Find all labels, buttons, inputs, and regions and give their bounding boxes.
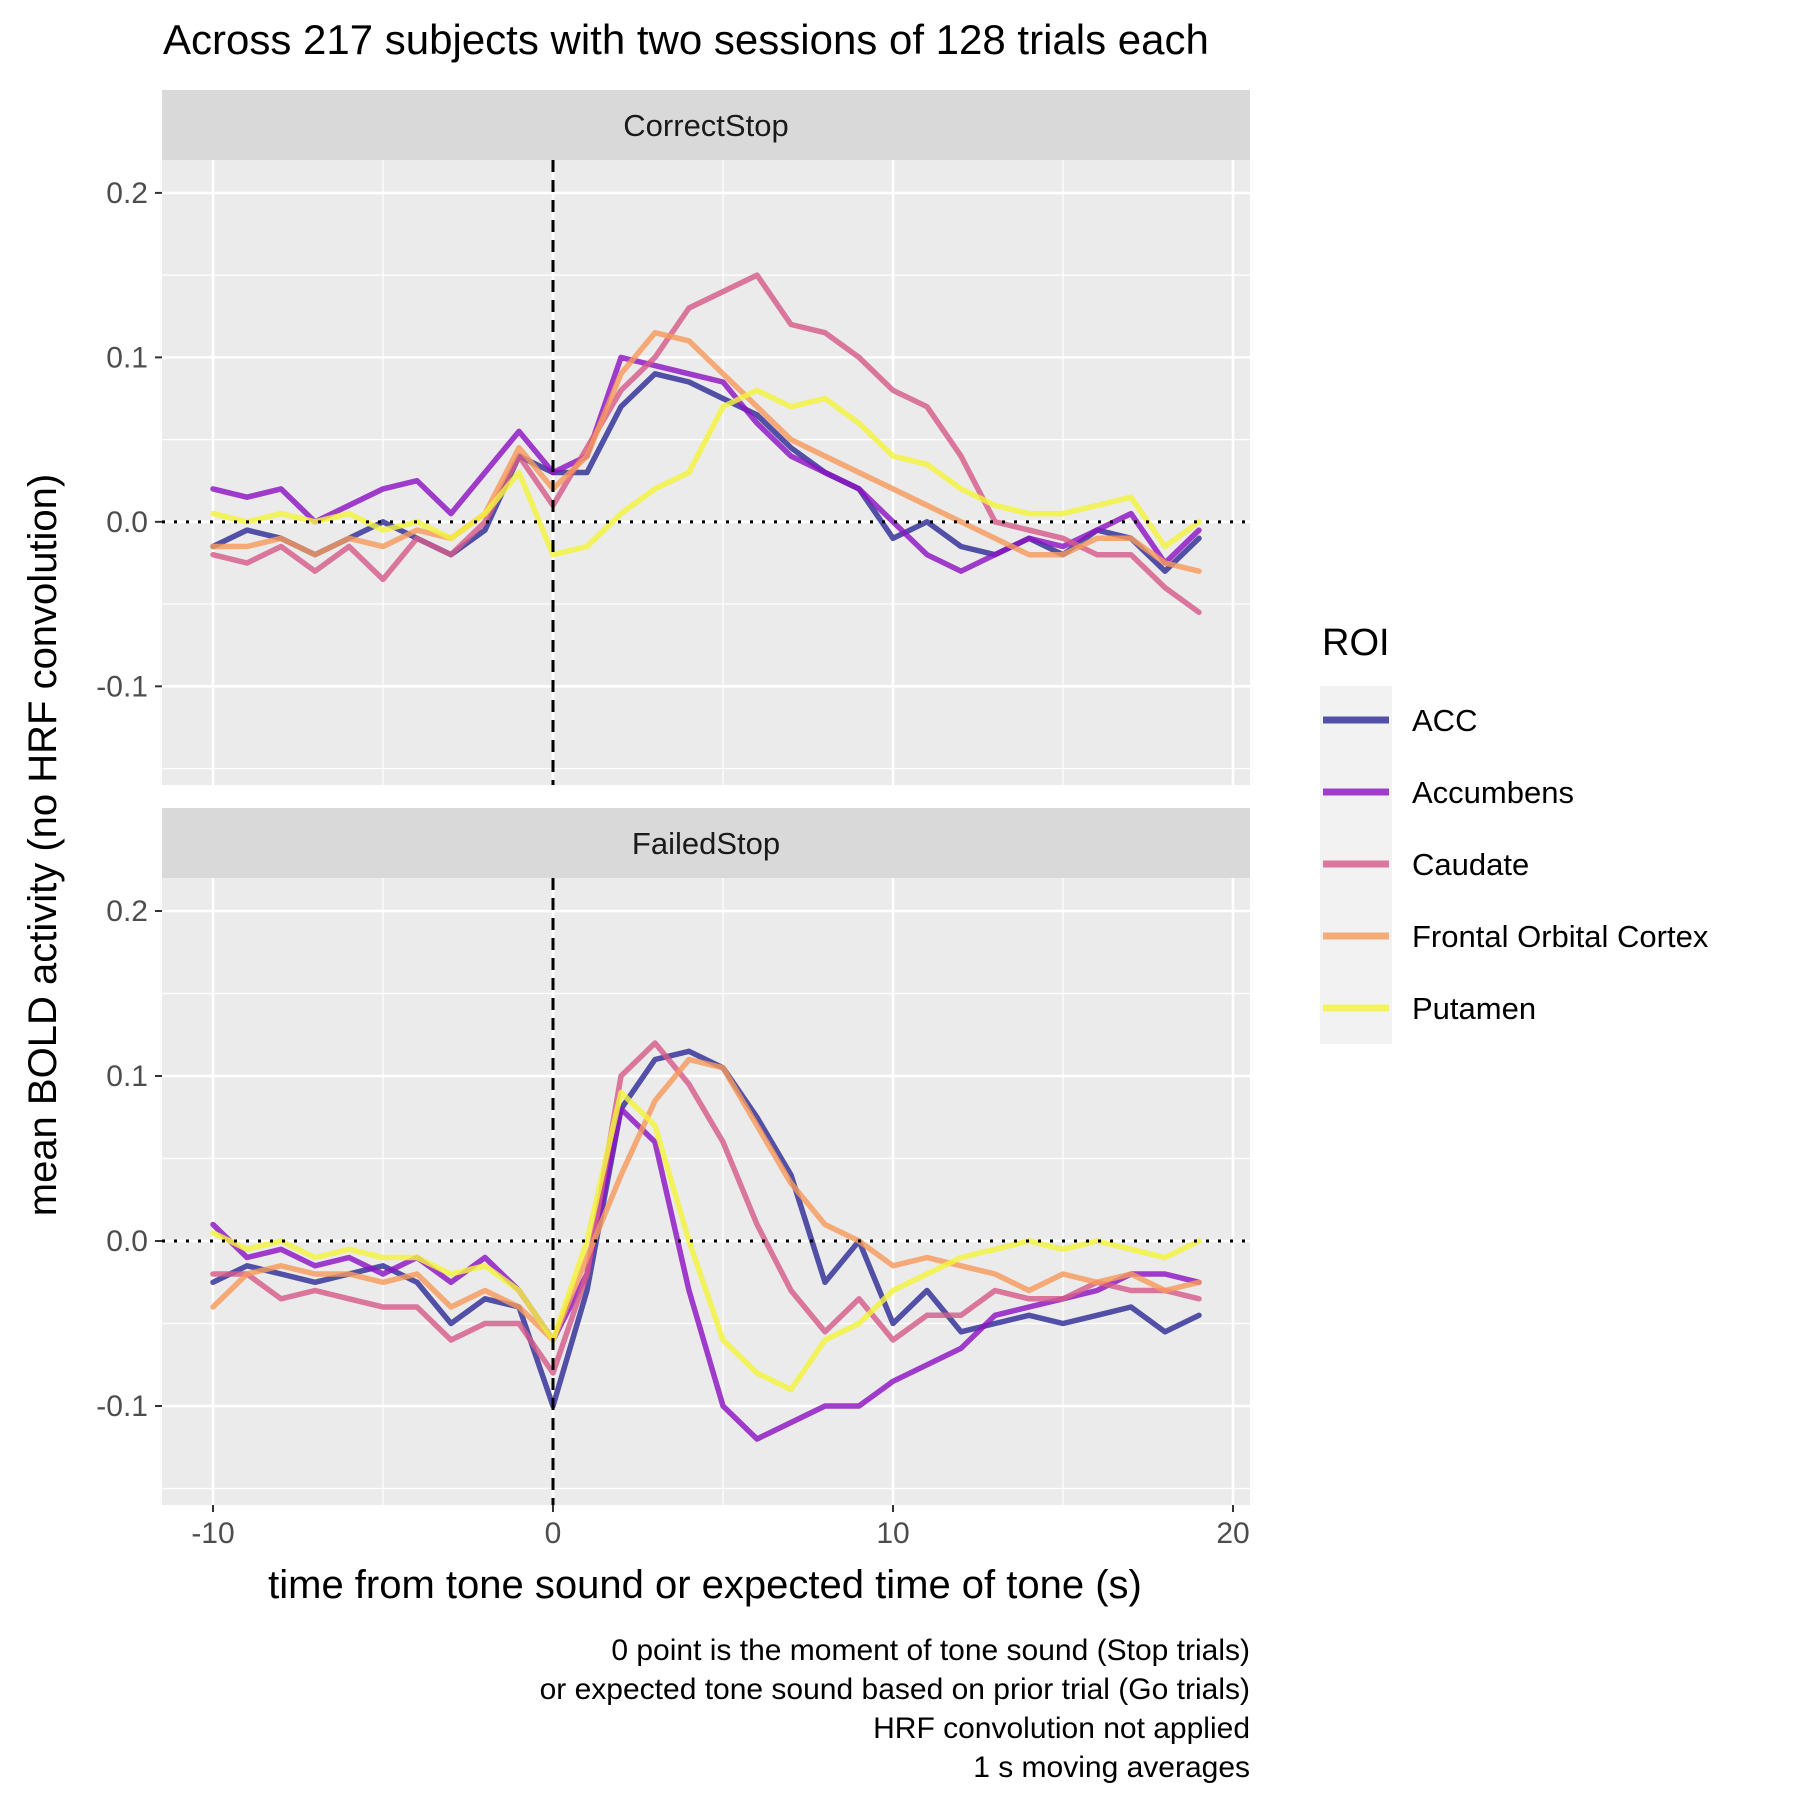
series-lines [210,1040,1202,1442]
y-tick-label: 0.2 [106,895,148,928]
series-lines [210,272,1202,616]
panel-background [162,160,1250,785]
series-line-frontal-orbital-cortex [210,329,1202,574]
caption: 0 point is the moment of tone sound (Sto… [540,1634,1250,1784]
facet-strip [162,90,1250,160]
legend-label: Putamen [1412,991,1536,1026]
x-tick-label: 20 [1216,1517,1249,1550]
y-tick-label: 0.1 [106,341,148,374]
facet-CorrectStop: CorrectStop -0.1 0.0 0.1 0.2 [96,90,1250,785]
series-line-caudate [210,1040,1202,1376]
legend-label: Caudate [1412,847,1529,882]
x-tick-label: 0 [545,1517,562,1550]
x-axis: -10 0 10 20 [191,1505,1250,1550]
legend-label: Accumbens [1412,775,1574,810]
series-line-accumbens [210,354,1202,574]
facet-strip [162,808,1250,878]
facet-panels: CorrectStop -0.1 0.0 0.1 0.2 FailedStop -0.1 0.… [96,90,1250,1505]
y-tick-label: 0.0 [106,506,148,539]
series-line-frontal-orbital-cortex [210,1056,1202,1343]
series-line-caudate [210,272,1202,616]
legend-label: Frontal Orbital Cortex [1412,919,1709,954]
legend: ROI ACC Accumbens Caudate Frontal Orbital C… [1320,622,1709,1044]
y-axis-title: mean BOLD activity (no HRF convolution) [21,474,65,1217]
legend-title: ROI [1322,622,1390,664]
legend-label: ACC [1412,703,1477,738]
x-axis-title: time from tone sound or expected time of… [268,1563,1142,1607]
caption-line-1: 0 point is the moment of tone sound (Sto… [611,1634,1250,1667]
caption-line-3: HRF convolution not applied [873,1712,1250,1745]
y-tick-label: -0.1 [96,1390,148,1423]
facet-FailedStop: FailedStop -0.1 0.0 0.1 0.2 [96,808,1250,1505]
y-tick-label: 0.1 [106,1060,148,1093]
y-tick-label: 0.2 [106,177,148,210]
y-tick-label: 0.0 [106,1225,148,1258]
series-line-putamen [210,1089,1202,1393]
series-line-putamen [210,387,1202,558]
panel-background [162,878,1250,1505]
facet-strip-label: CorrectStop [623,108,788,143]
caption-line-4: 1 s moving averages [973,1751,1250,1784]
chart-title: Across 217 subjects with two sessions of… [163,16,1209,63]
y-tick-label: -0.1 [96,670,148,703]
series-line-acc [210,1048,1202,1409]
x-tick-label: 10 [876,1517,909,1550]
facet-strip-label: FailedStop [632,826,780,861]
caption-line-2: or expected tone sound based on prior tr… [540,1673,1250,1706]
series-line-accumbens [210,1106,1202,1442]
x-tick-label: -10 [191,1517,234,1550]
